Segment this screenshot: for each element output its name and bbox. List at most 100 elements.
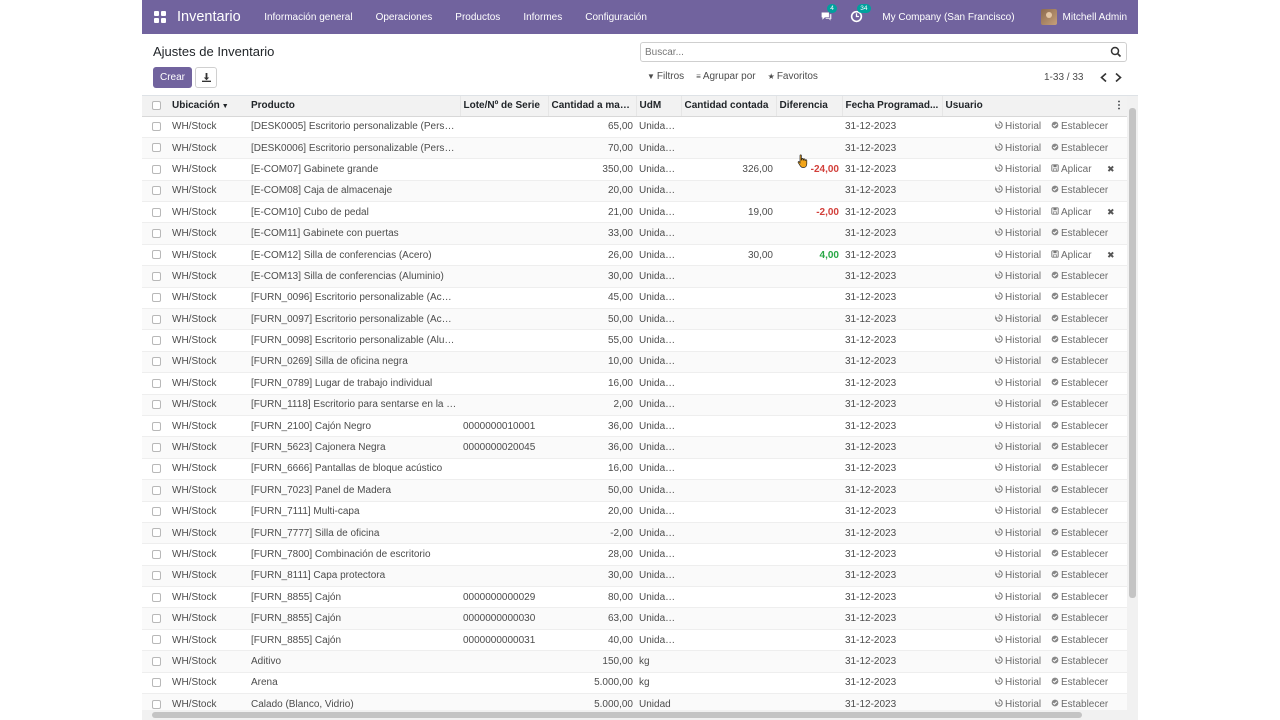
cell-user[interactable] (942, 244, 992, 265)
row-checkbox[interactable] (152, 528, 161, 538)
set-button[interactable]: Establecer (1051, 121, 1108, 132)
cell-quantity[interactable]: 50,00 (607, 484, 633, 496)
table-row[interactable]: WH/Stock [FURN_0098] Escritorio personali… (142, 330, 1127, 352)
search-icon[interactable] (1110, 46, 1122, 58)
cell-quantity[interactable]: 30,00 (607, 270, 633, 282)
set-button[interactable]: Establecer (1051, 506, 1108, 517)
table-row[interactable]: WH/Stock [E-COM10] Cubo de pedal 21,00 Unid… (142, 202, 1127, 223)
filters-button[interactable]: ▼ Filtros (647, 71, 684, 82)
cell-counted[interactable] (681, 544, 776, 565)
history-button[interactable]: Historial (994, 228, 1041, 239)
cell-scheduled-date[interactable]: 31-12-2023 (845, 377, 897, 389)
table-row[interactable]: WH/Stock Calado (Blanco, Vidrio) 5.000,00 U… (142, 693, 1127, 710)
cell-product[interactable]: [FURN_7800] Combinación de escritorio (251, 549, 431, 560)
cell-scheduled-date[interactable]: 31-12-2023 (845, 698, 897, 710)
cell-scheduled-date[interactable]: 31-12-2023 (845, 121, 897, 133)
cell-lot[interactable] (460, 501, 548, 522)
cell-product[interactable]: [FURN_7111] Multi-capa (251, 506, 360, 518)
cell-quantity[interactable]: 150,00 (602, 655, 633, 667)
cell-counted[interactable] (681, 587, 776, 608)
set-button[interactable]: Establecer (1051, 677, 1108, 688)
menu-configuration[interactable]: Configuración (585, 11, 647, 23)
history-button[interactable]: Historial (994, 570, 1041, 581)
cell-quantity[interactable]: 350,00 (602, 163, 633, 175)
cell-counted[interactable]: 30,00 (747, 249, 773, 261)
table-row[interactable]: WH/Stock [FURN_0269] Silla de oficina neg… (142, 351, 1127, 373)
cell-scheduled-date[interactable]: 31-12-2023 (845, 527, 897, 539)
column-header-counted[interactable]: Cantidad contada (681, 96, 777, 117)
cell-scheduled-date[interactable]: 31-12-2023 (845, 356, 897, 368)
cell-uom[interactable]: kg (639, 677, 650, 689)
cell-lot[interactable] (460, 480, 548, 501)
menu-reports[interactable]: Informes (523, 11, 563, 23)
cell-product[interactable]: [FURN_1118] Escritorio para sentarse en … (251, 399, 460, 411)
cell-user[interactable] (942, 202, 992, 223)
cell-uom[interactable]: kg (639, 655, 650, 667)
row-checkbox[interactable] (152, 229, 161, 238)
cell-uom[interactable]: Unidad... (639, 527, 680, 539)
set-button[interactable]: Establecer (1051, 185, 1108, 196)
apply-button[interactable]: Aplicar (1051, 250, 1092, 261)
cell-quantity[interactable]: 50,00 (607, 313, 633, 325)
set-button[interactable]: Establecer (1051, 335, 1108, 346)
cell-user[interactable] (942, 544, 992, 565)
column-header-user[interactable]: Usuario (942, 96, 992, 117)
cell-location[interactable]: WH/Stock (172, 292, 217, 304)
cell-user[interactable] (942, 266, 992, 287)
cell-user[interactable] (942, 159, 992, 180)
vertical-scrollbar[interactable] (1127, 96, 1138, 710)
cell-uom[interactable]: Unidad... (639, 613, 680, 625)
cell-lot[interactable] (460, 565, 548, 586)
cell-lot[interactable] (460, 137, 548, 158)
cell-product[interactable]: [FURN_2100] Cajón Negro (251, 420, 372, 432)
cell-lot[interactable] (460, 651, 548, 672)
set-button[interactable]: Establecer (1051, 656, 1108, 667)
cell-scheduled-date[interactable]: 31-12-2023 (845, 399, 897, 411)
cell-location[interactable]: WH/Stock (172, 399, 217, 411)
pager-previous-icon[interactable] (1098, 71, 1108, 83)
table-row[interactable]: WH/Stock [FURN_8111] Capa protectora 30,00… (142, 565, 1127, 587)
set-button[interactable]: Establecer (1051, 228, 1108, 239)
cell-product[interactable]: Calado (Blanco, Vidrio) (251, 698, 354, 710)
cell-quantity[interactable]: 63,00 (607, 613, 633, 625)
cell-location[interactable]: WH/Stock (172, 698, 217, 710)
avatar[interactable] (1040, 9, 1057, 25)
cell-scheduled-date[interactable]: 31-12-2023 (845, 185, 897, 197)
cell-product[interactable]: [FURN_6666] Pantallas de bloque acústico (251, 463, 443, 475)
cell-scheduled-date[interactable]: 31-12-2023 (845, 655, 897, 667)
cell-uom[interactable]: Unidad... (639, 570, 680, 582)
cell-product[interactable]: [FURN_0096] Escritorio personalizable (A… (251, 292, 460, 304)
row-checkbox[interactable] (152, 314, 161, 324)
cell-quantity[interactable]: 33,00 (607, 228, 633, 240)
column-header-uom[interactable]: UdM (636, 96, 682, 117)
table-row[interactable]: WH/Stock [FURN_2100] Cajón Negro 000000001… (142, 415, 1127, 437)
history-button[interactable]: Historial (994, 506, 1041, 517)
cell-quantity[interactable]: -2,00 (610, 527, 633, 539)
cell-counted[interactable] (681, 480, 776, 501)
cell-product[interactable]: [FURN_8855] Cajón (251, 613, 342, 625)
cell-user[interactable] (942, 480, 992, 501)
table-row[interactable]: WH/Stock [FURN_8855] Cajón 0000000000029 80… (142, 587, 1127, 608)
cell-location[interactable]: WH/Stock (172, 356, 217, 368)
cell-counted[interactable] (681, 330, 776, 351)
set-button[interactable]: Establecer (1051, 143, 1108, 154)
cell-user[interactable] (942, 373, 992, 394)
row-checkbox[interactable] (152, 485, 161, 495)
cell-counted[interactable] (681, 266, 776, 287)
company-switcher[interactable]: My Company (San Francisco) (882, 11, 1015, 23)
cell-product[interactable]: Arena (251, 677, 278, 689)
column-header-scheduled-date[interactable]: Fecha Programad... (842, 96, 943, 117)
cell-product[interactable]: [FURN_7777] Silla de oficina (251, 527, 380, 539)
cell-scheduled-date[interactable]: 31-12-2023 (845, 206, 897, 218)
cell-product[interactable]: [E-COM13] Silla de conferencias (Alumini… (251, 270, 444, 282)
cell-counted[interactable] (681, 415, 776, 436)
history-button[interactable]: Historial (994, 164, 1041, 175)
set-button[interactable]: Establecer (1051, 592, 1108, 603)
cell-uom[interactable]: Unidad... (639, 249, 680, 261)
row-checkbox[interactable] (152, 250, 161, 260)
row-checkbox[interactable] (152, 549, 161, 559)
cell-counted[interactable] (681, 629, 776, 650)
cell-location[interactable]: WH/Stock (172, 463, 217, 475)
cell-scheduled-date[interactable]: 31-12-2023 (845, 270, 897, 282)
cell-counted[interactable]: 19,00 (747, 206, 773, 218)
